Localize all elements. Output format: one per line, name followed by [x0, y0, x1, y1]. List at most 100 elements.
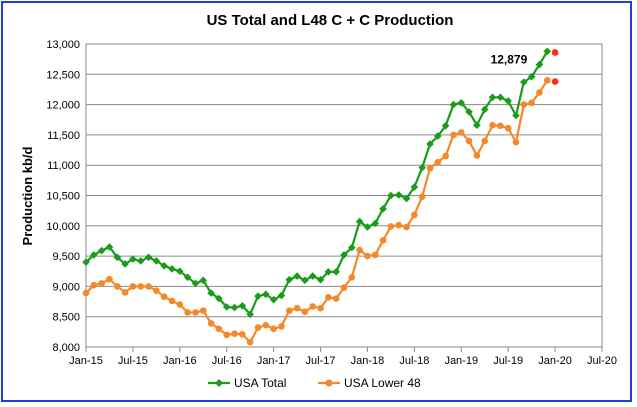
data-point-usa-total — [285, 275, 294, 284]
data-point-usa-total — [363, 223, 372, 231]
data-point-usa-total — [441, 122, 450, 130]
x-tick-label: Jul-18 — [399, 355, 429, 367]
data-point-usa-lower-48 — [145, 283, 152, 290]
data-point-usa-lower-48 — [528, 99, 535, 107]
data-point-usa-lower-48 — [129, 283, 137, 290]
data-point-usa-lower-48 — [426, 164, 434, 172]
x-tick-label: Jul-15 — [118, 355, 148, 367]
data-point-usa-lower-48 — [332, 295, 340, 302]
data-point-usa-total — [520, 78, 528, 86]
data-point-usa-total — [348, 243, 356, 252]
data-point-usa-total — [113, 253, 122, 262]
data-point-usa-lower-48 — [489, 121, 496, 129]
x-tick-label: Jan-20 — [538, 355, 572, 367]
y-tick-label: 11,500 — [47, 130, 80, 142]
data-point-usa-lower-48 — [254, 324, 262, 331]
data-point-usa-lower-48 — [90, 281, 98, 289]
data-point-usa-lower-48 — [504, 124, 512, 132]
data-point-usa-total — [512, 111, 520, 120]
data-point-usa-lower-48 — [168, 297, 176, 305]
y-tick-label: 10,500 — [46, 191, 80, 203]
data-point-usa-total — [160, 261, 168, 270]
data-point-usa-lower-48 — [176, 301, 184, 308]
data-point-usa-lower-48 — [512, 138, 520, 146]
data-point-usa-total — [136, 257, 145, 265]
data-point-usa-lower-48 — [411, 211, 418, 219]
x-tick-label: Jul-17 — [306, 355, 336, 367]
data-point-usa-total — [222, 303, 231, 311]
data-point-usa-total — [183, 273, 192, 282]
data-point-usa-lower-48 — [98, 280, 105, 287]
data-point-usa-lower-48 — [160, 293, 168, 301]
data-point-usa-total — [473, 121, 481, 130]
data-point-usa-total — [301, 276, 309, 285]
data-point-usa-total — [332, 268, 340, 276]
y-tick-label: 8,000 — [52, 342, 80, 354]
legend-label-usa-lower-48: USA Lower 48 — [344, 376, 421, 390]
data-point-usa-total — [316, 275, 325, 284]
data-point-usa-total — [168, 265, 176, 273]
data-point-usa-lower-48 — [465, 137, 473, 145]
annotation-label: 12,879 — [491, 52, 528, 66]
data-point-usa-total — [465, 108, 473, 116]
x-tick-label: Jan-17 — [257, 355, 291, 367]
data-point-usa-total — [496, 93, 505, 102]
data-point-usa-lower-48 — [106, 275, 113, 283]
data-point-usa-lower-48 — [246, 338, 254, 346]
data-point-usa-total — [457, 98, 466, 107]
data-point-usa-total — [215, 294, 223, 303]
x-tick-label: Jul-16 — [212, 355, 242, 367]
data-point-usa-lower-48 — [442, 152, 449, 160]
x-tick-label: Jul-19 — [493, 355, 523, 367]
data-point-usa-lower-48 — [262, 321, 270, 329]
data-point-usa-lower-48 — [340, 284, 348, 291]
data-point-usa-total — [90, 251, 98, 259]
data-point-usa-total — [293, 272, 301, 280]
data-point-usa-lower-48 — [285, 307, 293, 314]
data-point-usa-lower-48 — [207, 320, 215, 327]
chart-title: US Total and L48 C + C Production — [207, 12, 454, 29]
data-point-usa-total — [144, 253, 153, 262]
data-point-usa-lower-48 — [137, 283, 145, 290]
data-point-usa-lower-48 — [348, 274, 356, 281]
data-point-usa-lower-48 — [239, 330, 246, 338]
data-point-highlight — [551, 49, 559, 56]
data-point-usa-total — [379, 205, 387, 213]
data-point-usa-total — [434, 132, 442, 140]
data-point-usa-lower-48 — [325, 294, 332, 301]
plot-area — [85, 43, 603, 348]
data-point-usa-lower-48 — [301, 308, 309, 316]
y-tick-label: 13,000 — [46, 39, 80, 51]
data-point-usa-lower-48 — [536, 89, 543, 96]
data-point-usa-lower-48 — [293, 304, 301, 312]
data-point-usa-lower-48 — [457, 129, 465, 136]
data-point-usa-total — [394, 191, 403, 199]
data-point-usa-lower-48 — [450, 131, 457, 139]
data-point-usa-lower-48 — [153, 287, 160, 294]
data-point-usa-total — [82, 258, 90, 266]
data-point-usa-total — [355, 217, 364, 226]
x-tick-label: Jan-16 — [163, 355, 197, 367]
data-point-usa-total — [449, 100, 458, 109]
data-point-usa-total — [152, 257, 161, 265]
data-point-usa-total — [418, 163, 426, 172]
y-tick-label: 10,000 — [46, 221, 80, 233]
data-point-usa-total — [488, 93, 497, 102]
data-point-usa-lower-48 — [215, 325, 223, 333]
legend-label-usa-total: USA Total — [234, 376, 286, 390]
data-point-usa-total — [324, 268, 333, 276]
y-tick-label: 8,500 — [52, 312, 80, 324]
data-point-usa-total — [230, 303, 239, 312]
data-point-usa-total — [426, 140, 434, 148]
data-point-usa-lower-48 — [82, 289, 90, 297]
data-point-highlight — [551, 78, 559, 85]
data-point-usa-total — [504, 97, 512, 105]
y-tick-label: 11,000 — [47, 160, 80, 172]
data-point-usa-lower-48 — [278, 323, 285, 330]
data-point-usa-lower-48 — [184, 309, 191, 316]
y-tick-label: 12,000 — [46, 100, 80, 112]
data-point-usa-total — [238, 301, 247, 310]
data-point-usa-total — [340, 251, 348, 259]
data-point-usa-total — [105, 243, 114, 251]
data-point-usa-total — [480, 105, 489, 114]
